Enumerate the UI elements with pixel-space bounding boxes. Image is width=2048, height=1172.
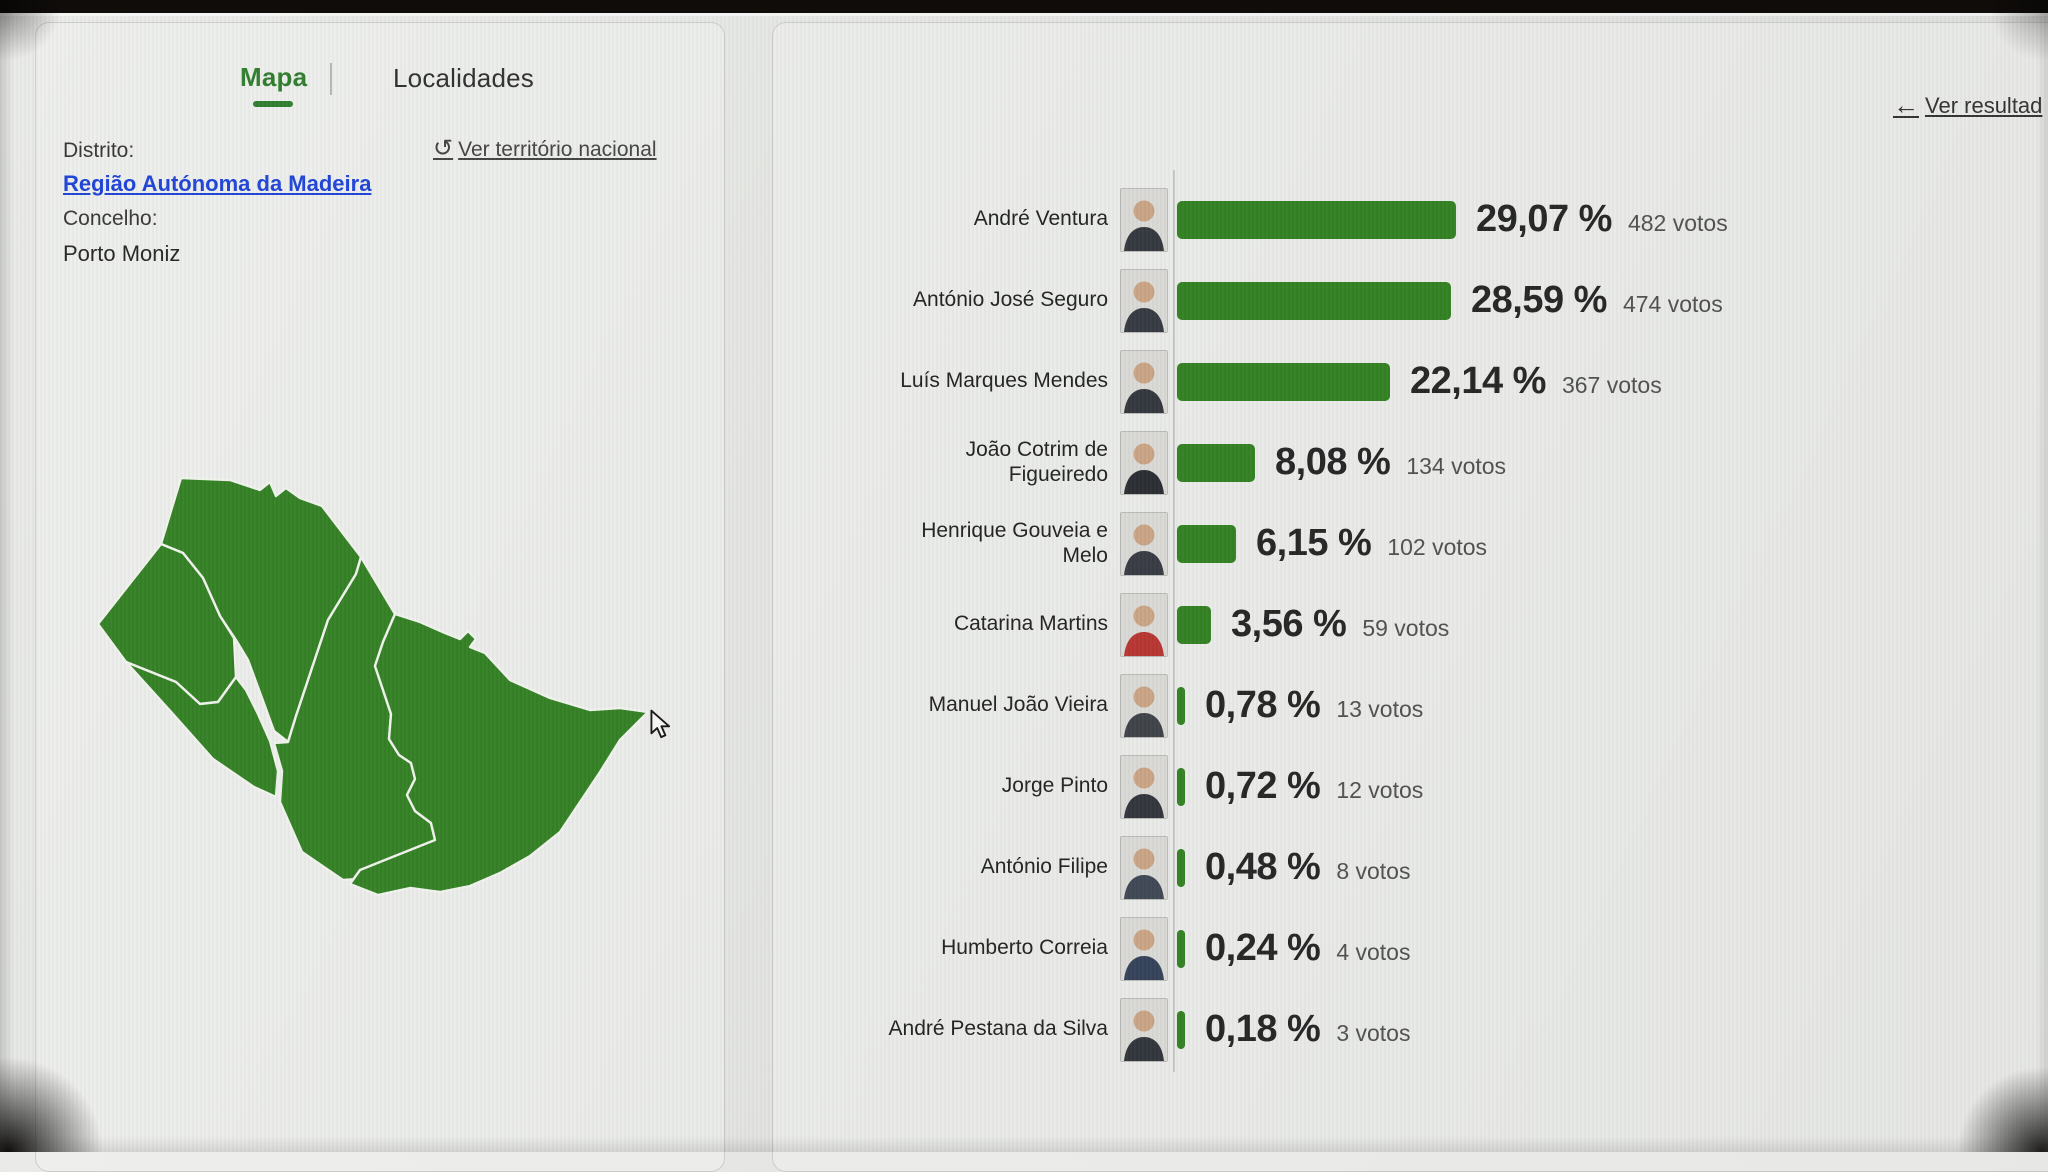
votes-value: 12 votos [1336,776,1424,803]
result-bar [1177,767,1185,806]
votes-value: 4 votos [1336,938,1411,965]
percent-value: 0,78 % [1205,684,1321,726]
result-bar [1177,929,1185,968]
candidate-row: Humberto Correia 0,24 % 4 votos [772,908,2048,989]
candidate-name: Henrique Gouveia e Melo [921,519,1108,567]
votes-value: 474 votos [1622,290,1723,317]
candidate-row: António Filipe 0,48 % 8 votos [772,827,2048,908]
restore-icon: ↺ [433,135,454,162]
percent-value: 6,15 % [1256,522,1372,564]
votes-value: 3 votos [1336,1019,1411,1046]
percent-value: 0,18 % [1205,1008,1321,1050]
percent-value: 28,59 % [1471,279,1607,321]
candidate-name: André Ventura [973,207,1108,231]
candidate-row: Henrique Gouveia e Melo 6,15 % 102 votos [772,503,2048,584]
percent-value: 3,56 % [1231,603,1347,645]
candidate-photo [1120,511,1168,576]
arrow-left-icon: ← [1893,90,1919,120]
district-label: Distrito: [63,139,135,162]
percent-value: 22,14 % [1410,360,1546,402]
percent-value: 0,24 % [1205,927,1321,969]
candidate-row: António José Seguro 28,59 % 474 votos [772,260,2048,341]
votes-value: 134 votos [1406,452,1507,479]
tab-divider [330,63,332,95]
screen-edge-glow [0,13,2048,16]
candidate-row: Catarina Martins 3,56 % 59 votos [772,584,2048,665]
votes-value: 8 votos [1336,857,1411,884]
district-link[interactable]: Região Autónoma da Madeira [63,171,372,196]
votes-value: 102 votos [1387,533,1488,560]
ver-territorio-nacional-link[interactable]: ↺ Ver território nacional [433,135,657,162]
candidate-row: Luís Marques Mendes 22,14 % 367 votos [772,341,2048,422]
candidate-row: Jorge Pinto 0,72 % 12 votos [772,746,2048,827]
candidate-name: André Pestana da Silva [888,1017,1108,1041]
candidate-name: Manuel João Vieira [928,693,1108,717]
result-bar [1177,686,1185,725]
result-bar [1177,524,1236,563]
result-bar [1177,1010,1185,1049]
result-bar [1177,281,1451,320]
candidate-name: Humberto Correia [941,936,1108,960]
candidate-photo [1120,592,1168,657]
candidate-row: Manuel João Vieira 0,78 % 13 votos [772,665,2048,746]
result-bar [1177,200,1456,239]
candidate-photo [1120,673,1168,738]
candidate-row: André Ventura 29,07 % 482 votos [772,179,2048,260]
votes-value: 13 votos [1336,695,1424,722]
active-tab-underline [253,101,293,107]
candidate-row: João Cotrim de Figueiredo 8,08 % 134 vot… [772,422,2048,503]
municipality-value: Porto Moniz [63,241,181,266]
candidate-photo [1120,349,1168,414]
candidate-photo [1120,997,1168,1062]
candidate-name: Catarina Martins [953,612,1108,636]
municipality-label: Concelho: [63,207,158,230]
candidate-name: António Filipe [980,855,1108,879]
monitor-bezel [0,0,2048,13]
candidate-name: João Cotrim de Figueiredo [965,438,1108,486]
percent-value: 8,08 % [1275,441,1391,483]
votes-value: 367 votos [1561,371,1662,398]
result-bar [1177,362,1390,401]
candidate-name: Luís Marques Mendes [900,369,1108,393]
result-bar [1177,443,1255,482]
result-bar [1177,605,1211,644]
ver-territorio-nacional-label: Ver território nacional [458,138,657,161]
municipality-map[interactable] [60,440,680,920]
result-bar [1177,848,1185,887]
ver-resultados-link[interactable]: ← Ver resultad [1893,90,2048,121]
votes-value: 59 votos [1362,614,1450,641]
percent-value: 0,48 % [1205,846,1321,888]
candidate-photo [1120,430,1168,495]
votes-value: 482 votos [1627,209,1728,236]
candidate-name: Jorge Pinto [1001,774,1108,798]
percent-value: 0,72 % [1205,765,1321,807]
tab-localidades[interactable]: Localidades [393,63,534,93]
candidate-photo [1120,268,1168,333]
candidate-name: António José Seguro [913,288,1108,312]
percent-value: 29,07 % [1476,198,1612,240]
candidate-photo [1120,754,1168,819]
ver-resultados-label: Ver resultad [1925,92,2043,118]
tab-mapa[interactable]: Mapa [240,62,308,92]
candidate-photo [1120,835,1168,900]
candidate-photo [1120,187,1168,252]
candidate-photo [1120,916,1168,981]
candidate-row: André Pestana da Silva 0,18 % 3 votos [772,989,2048,1070]
